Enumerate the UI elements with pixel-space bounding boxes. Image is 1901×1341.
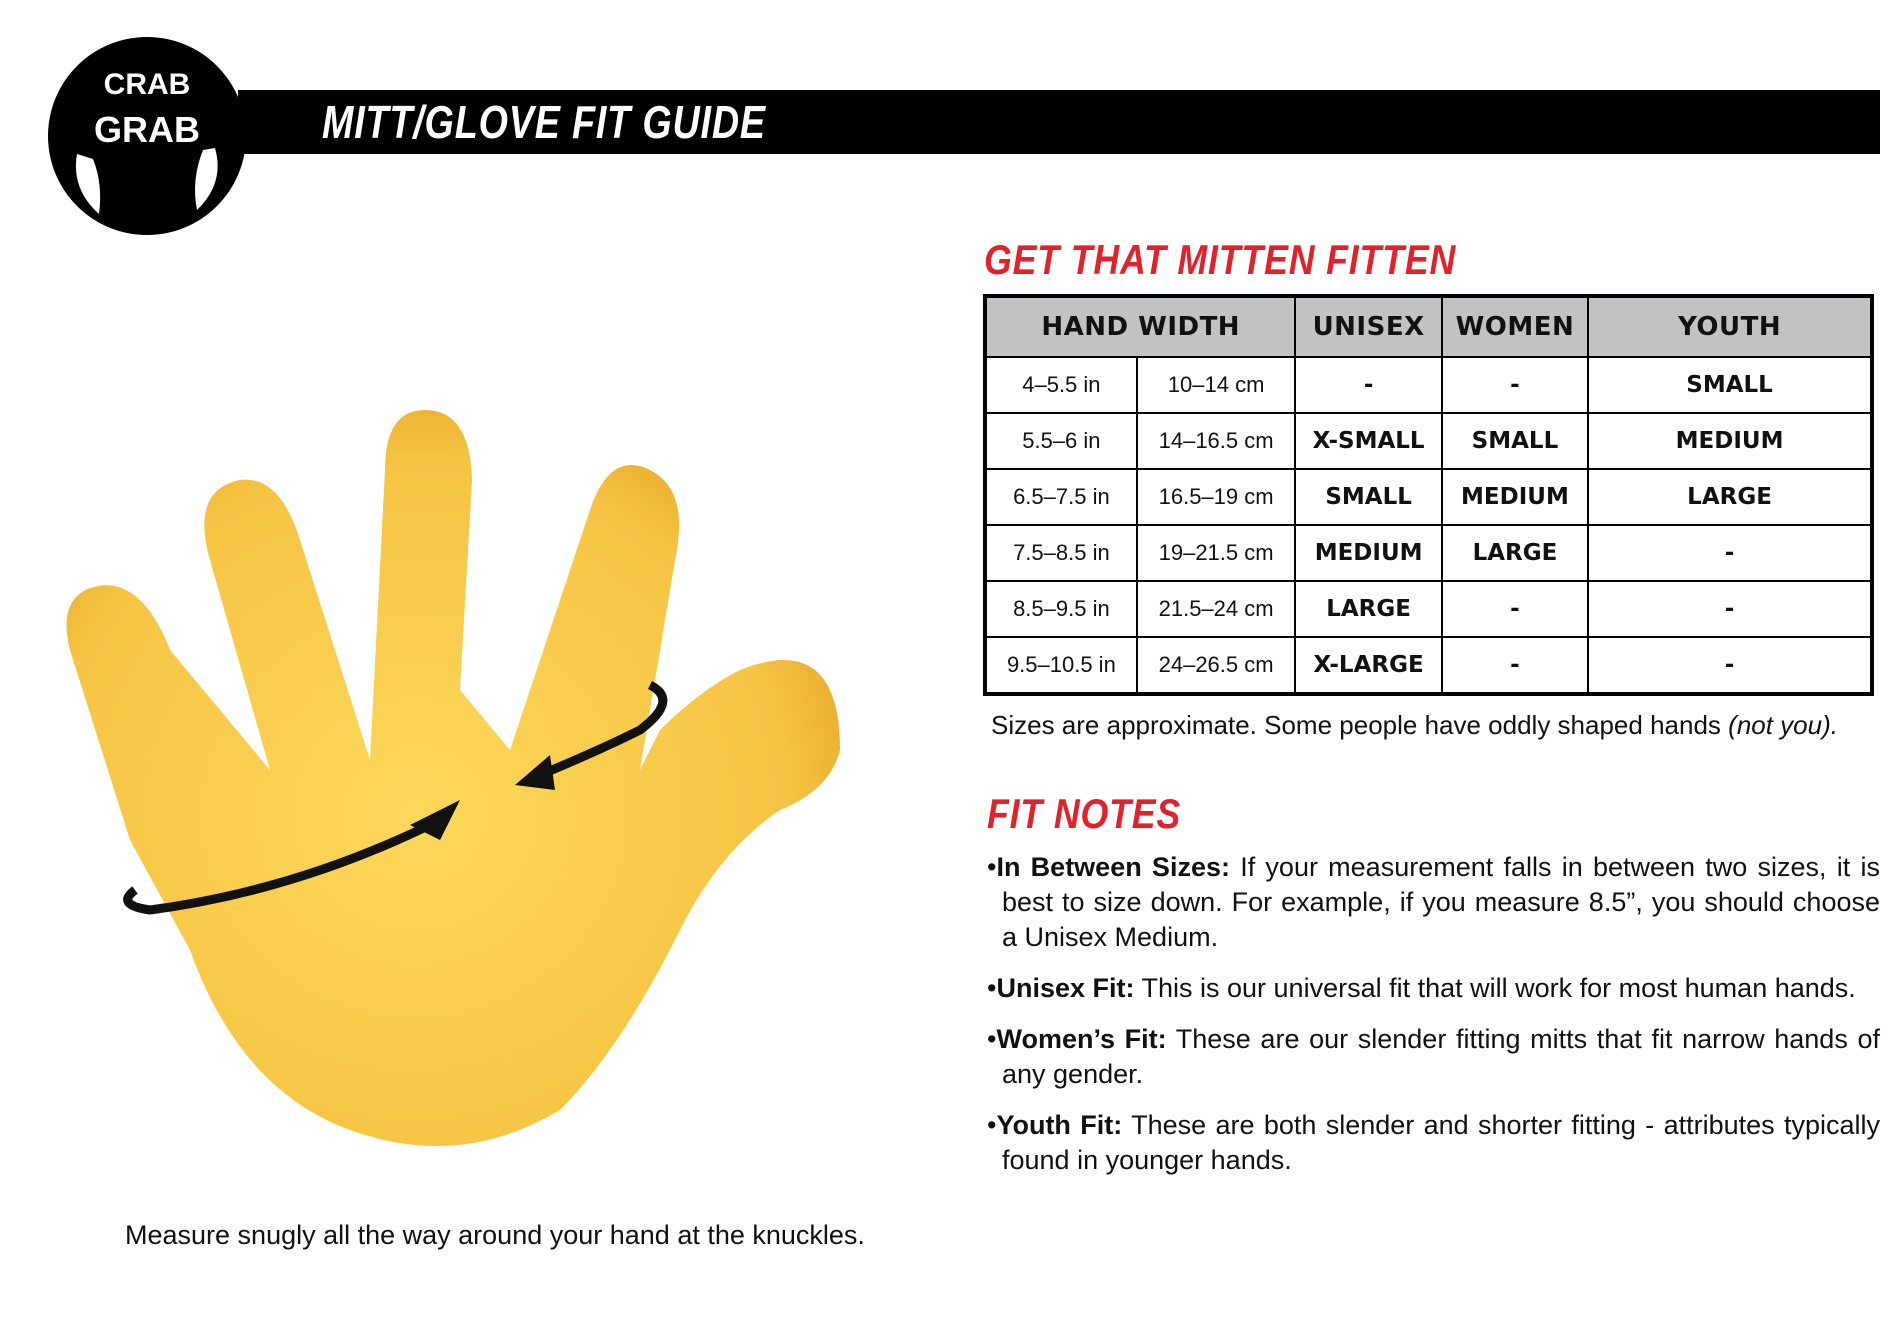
cell-inches: 7.5–8.5 in xyxy=(984,524,1138,582)
cell-women: - xyxy=(1440,356,1590,414)
cell-women: MEDIUM xyxy=(1440,468,1590,526)
fit-note-label: Women’s Fit: xyxy=(996,1024,1167,1054)
sizes-note-italic: (not you). xyxy=(1728,710,1838,740)
svg-text:CRAB: CRAB xyxy=(104,68,191,101)
cell-inches: 9.5–10.5 in xyxy=(984,636,1138,695)
header-unisex: UNISEX xyxy=(1294,295,1443,358)
fit-note-text: These are our slender fitting mitts that… xyxy=(1002,1024,1880,1089)
cell-youth: MEDIUM xyxy=(1587,412,1873,470)
cell-unisex: MEDIUM xyxy=(1294,524,1443,582)
cell-unisex: SMALL xyxy=(1294,468,1443,526)
crab-grab-logo: CRAB GRAB xyxy=(48,37,246,235)
fit-notes-title: FIT NOTES xyxy=(987,790,1182,837)
cell-unisex: LARGE xyxy=(1294,580,1443,638)
svg-text:GRAB: GRAB xyxy=(94,109,200,150)
cell-unisex: - xyxy=(1294,356,1443,414)
fit-note-item: •Youth Fit: These are both slender and s… xyxy=(987,1110,1881,1175)
cell-cm: 14–16.5 cm xyxy=(1135,412,1297,470)
table-row: 9.5–10.5 in 24–26.5 cm X-LARGE - - xyxy=(984,636,1873,695)
table-row: 8.5–9.5 in 21.5–24 cm LARGE - - xyxy=(984,580,1873,638)
table-row: 7.5–8.5 in 19–21.5 cm MEDIUM LARGE - xyxy=(984,524,1873,582)
cell-inches: 4–5.5 in xyxy=(984,356,1138,414)
header-hand-width: HAND WIDTH xyxy=(983,295,1297,358)
cell-unisex: X-SMALL xyxy=(1294,412,1443,470)
fit-note-label: Unisex Fit: xyxy=(996,973,1135,1003)
header-women: WOMEN xyxy=(1440,295,1590,358)
cell-women: LARGE xyxy=(1440,524,1590,582)
cell-cm: 16.5–19 cm xyxy=(1135,468,1297,526)
fit-note-text: If your measurement falls in between two… xyxy=(1002,852,1880,952)
fit-note-text: This is our universal fit that will work… xyxy=(1134,973,1856,1003)
cell-women: - xyxy=(1440,580,1590,638)
cell-cm: 10–14 cm xyxy=(1135,356,1297,414)
fit-note-item: •Women’s Fit: These are our slender fitt… xyxy=(987,1024,1880,1089)
cell-youth: - xyxy=(1587,580,1873,638)
table-row: 5.5–6 in 14–16.5 cm X-SMALL SMALL MEDIUM xyxy=(984,412,1873,470)
cell-inches: 6.5–7.5 in xyxy=(984,468,1138,526)
hand-illustration xyxy=(66,410,841,1146)
cell-youth: - xyxy=(1587,524,1873,582)
fit-note-label: In Between Sizes: xyxy=(996,852,1230,882)
cell-inches: 8.5–9.5 in xyxy=(984,580,1138,638)
cell-cm: 24–26.5 cm xyxy=(1135,636,1297,695)
sizes-note-text: Sizes are approximate. Some people have … xyxy=(991,710,1721,740)
header-band xyxy=(238,90,1880,154)
cell-youth: LARGE xyxy=(1587,468,1873,526)
cell-cm: 19–21.5 cm xyxy=(1135,524,1297,582)
fit-note-label: Youth Fit: xyxy=(996,1110,1123,1140)
fit-note-item: •Unisex Fit: This is our universal fit t… xyxy=(987,973,1856,1003)
table-row: 4–5.5 in 10–14 cm - - SMALL xyxy=(984,356,1873,414)
cell-inches: 5.5–6 in xyxy=(984,412,1138,470)
fit-note-text: These are both slender and shorter fitti… xyxy=(1002,1110,1881,1175)
size-chart-table: HAND WIDTH UNISEX WOMEN YOUTH 4–5.5 in 10… xyxy=(983,294,1874,696)
header-youth: YOUTH xyxy=(1587,295,1873,358)
table-header-row: HAND WIDTH UNISEX WOMEN YOUTH xyxy=(983,295,1873,358)
page-title: MITT/GLOVE FIT GUIDE xyxy=(322,96,766,148)
size-chart-title: GET THAT MITTEN FITTEN xyxy=(984,236,1457,283)
cell-unisex: X-LARGE xyxy=(1294,636,1443,695)
sizes-note: Sizes are approximate. Some people have … xyxy=(991,710,1838,741)
measure-caption: Measure snugly all the way around your h… xyxy=(125,1220,865,1250)
cell-women: - xyxy=(1440,636,1590,695)
fit-note-item: •In Between Sizes: If your measurement f… xyxy=(987,852,1880,952)
cell-women: SMALL xyxy=(1440,412,1590,470)
cell-youth: - xyxy=(1587,636,1873,695)
fit-note-list: •In Between Sizes: If your measurement f… xyxy=(987,850,1880,1178)
table-row: 6.5–7.5 in 16.5–19 cm SMALL MEDIUM LARGE xyxy=(984,468,1873,526)
cell-youth: SMALL xyxy=(1587,356,1873,414)
cell-cm: 21.5–24 cm xyxy=(1135,580,1297,638)
